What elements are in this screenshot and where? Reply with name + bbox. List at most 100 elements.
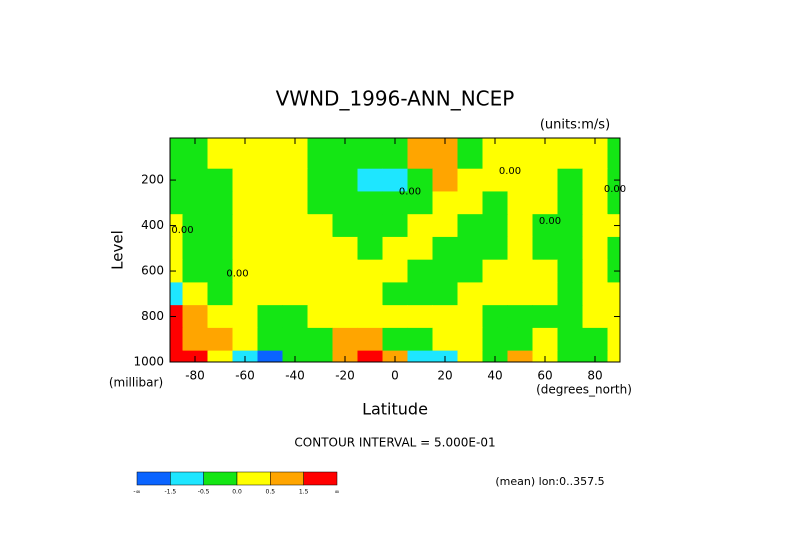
contour-cell — [207, 138, 233, 170]
colorbar-box — [136, 471, 171, 486]
contour-cell — [357, 259, 383, 283]
contour-cell — [607, 305, 620, 329]
contour-cell — [282, 327, 308, 352]
contour-cell — [307, 305, 333, 329]
contour-cell — [257, 327, 283, 352]
contour-cell — [307, 350, 333, 362]
contour-cell — [557, 305, 583, 329]
x-tick-label: -40 — [285, 369, 305, 383]
contour-cell — [582, 282, 608, 306]
colorbar-label: ∞ — [335, 489, 340, 496]
contour-cell — [457, 327, 483, 352]
contour-cell — [532, 236, 558, 261]
contour-cell — [332, 236, 358, 261]
contour-cell — [582, 327, 608, 352]
colorbar-box — [203, 471, 238, 486]
contour-cell — [432, 191, 458, 215]
y-tick-label: 800 — [141, 309, 164, 323]
contour-cell — [407, 305, 433, 329]
y-tick-label: 1000 — [133, 355, 164, 369]
contour-cell — [457, 259, 483, 283]
contour-cell — [332, 305, 358, 329]
contour-cell — [182, 305, 208, 329]
colorbar-box — [170, 471, 204, 486]
contour-cell — [607, 191, 620, 215]
contour-cell — [457, 138, 483, 170]
x-units: (degrees_north) — [536, 383, 632, 397]
y-tick-label: 600 — [141, 264, 164, 278]
contour-cell — [207, 305, 233, 329]
contour-cell — [207, 214, 233, 238]
contour-cell — [507, 138, 533, 170]
contour-cell — [170, 214, 183, 238]
contour-cell — [407, 168, 433, 192]
contour-cell — [482, 191, 508, 215]
contour-cell — [507, 282, 533, 306]
contour-cell — [257, 138, 283, 170]
contour-cell — [407, 236, 433, 261]
contour-cell — [207, 282, 233, 306]
contour-cell — [357, 350, 383, 362]
contour-cell — [182, 327, 208, 352]
contour-cell — [557, 327, 583, 352]
contour-cell — [382, 327, 408, 352]
contour-cell — [207, 327, 233, 352]
contour-cell — [407, 282, 433, 306]
contour-cell — [332, 327, 358, 352]
colorbar-label: -∞ — [133, 489, 140, 496]
contour-cell — [307, 191, 333, 215]
y-tick-label: 200 — [141, 173, 164, 187]
contour-cell — [307, 259, 333, 283]
contour-field — [170, 138, 620, 362]
contour-cell — [282, 259, 308, 283]
y-tick-label: 400 — [141, 218, 164, 232]
contour-cell — [332, 259, 358, 283]
contour-cell — [357, 138, 383, 170]
contour-cell — [457, 214, 483, 238]
contour-cell — [182, 214, 208, 238]
contour-cell — [232, 214, 258, 238]
contour-cell — [357, 327, 383, 352]
contour-cell — [382, 168, 408, 192]
contour-cell — [382, 191, 408, 215]
contour-cell — [170, 305, 183, 329]
contour-label: 0.00 — [499, 166, 521, 177]
contour-cell — [407, 214, 433, 238]
contour-cell — [170, 282, 183, 306]
contour-cell — [557, 138, 583, 170]
contour-cell — [607, 259, 620, 283]
contour-cell — [170, 191, 183, 215]
contour-cell — [232, 191, 258, 215]
contour-cell — [557, 168, 583, 192]
contour-cell — [282, 236, 308, 261]
contour-label: 0.00 — [226, 268, 248, 279]
contour-cell — [507, 259, 533, 283]
colorbar-label: 0.5 — [266, 489, 276, 496]
contour-cell — [532, 327, 558, 352]
contour-cell — [332, 282, 358, 306]
colorbar-label: 0.0 — [232, 489, 242, 496]
contour-cell — [432, 259, 458, 283]
contour-cell — [170, 138, 183, 170]
contour-cell — [582, 259, 608, 283]
contour-cell — [507, 191, 533, 215]
contour-cell — [407, 327, 433, 352]
contour-label: 0.00 — [604, 184, 626, 195]
contour-cell — [332, 168, 358, 192]
contour-cell — [382, 236, 408, 261]
contour-cell — [432, 282, 458, 306]
contour-cell — [557, 191, 583, 215]
note: (mean) lon:0..357.5 — [495, 475, 604, 488]
contour-cell — [307, 327, 333, 352]
contour-cell — [232, 327, 258, 352]
contour-cell — [282, 305, 308, 329]
contour-cell — [257, 191, 283, 215]
contour-cell — [257, 305, 283, 329]
contour-cell — [507, 214, 533, 238]
contour-cell — [207, 191, 233, 215]
contour-cell — [357, 214, 383, 238]
contour-cell — [432, 236, 458, 261]
contour-cell — [482, 236, 508, 261]
colorbar-box — [236, 471, 271, 486]
